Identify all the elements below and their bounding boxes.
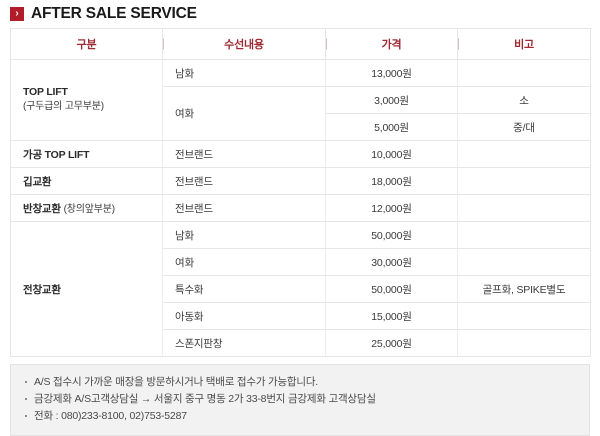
table-header-row: 구분 수선내용 가격 비고 xyxy=(10,28,591,60)
cell-category: TOP LIFT (구두급의 고무부분) xyxy=(10,59,163,141)
category-main: TOP LIFT xyxy=(23,86,68,99)
cell-note xyxy=(457,140,591,168)
table-row: 깁교환 전브랜드 18,000원 xyxy=(10,167,591,195)
cell-category: 가공 TOP LIFT xyxy=(10,140,163,168)
cell-note: 골프화, SPIKE별도 xyxy=(457,275,591,303)
cell-note xyxy=(457,221,591,249)
cell-price: 30,000원 xyxy=(325,248,458,276)
cell-note xyxy=(457,194,591,222)
cell-price: 18,000원 xyxy=(325,167,458,195)
cell-price: 50,000원 xyxy=(325,275,458,303)
cell-price: 25,000원 xyxy=(325,329,458,357)
cell-price: 3,000원 xyxy=(325,86,458,114)
table-row: 아동화 15,000원 xyxy=(11,302,591,330)
category-main: 반창교환 xyxy=(23,203,64,215)
cell-note xyxy=(457,59,591,87)
cell-work: 아동화 xyxy=(162,302,326,330)
cell-work: 전브랜드 xyxy=(162,194,326,222)
notes-panel: A/S 접수시 가까운 매장을 방문하시거나 택배로 접수가 가능합니다. 금강… xyxy=(10,364,590,436)
cell-category: 전창교환 xyxy=(10,221,163,357)
table-body: TOP LIFT (구두급의 고무부분) 남화 13,000원 여화 3,000원 소 5,0… xyxy=(10,59,591,357)
cell-price: 15,000원 xyxy=(325,302,458,330)
column-header-price: 가격 xyxy=(325,28,458,60)
cell-price: 50,000원 xyxy=(325,221,458,249)
table-row: TOP LIFT (구두급의 고무부분) 남화 13,000원 xyxy=(10,59,591,141)
service-price-table: 구분 수선내용 가격 비고 TOP LIFT (구두급의 고무부분) 남화 13,00… xyxy=(10,28,591,357)
column-header-note: 비고 xyxy=(457,28,591,60)
page-title-bar: › AFTER SALE SERVICE xyxy=(10,0,590,28)
note-item: 전화 : 080)233-8100, 02)753-5287 xyxy=(25,408,575,425)
category-sub: (구두급의 고무부분) xyxy=(23,101,104,113)
column-header-work: 수선내용 xyxy=(162,28,326,60)
note-item: A/S 접수시 가까운 매장을 방문하시거나 택배로 접수가 가능합니다. xyxy=(25,374,575,391)
after-sale-service-page: › AFTER SALE SERVICE 구분 수선내용 가격 비고 TOP L… xyxy=(0,0,600,407)
table-row: 가공 TOP LIFT 전브랜드 10,000원 xyxy=(10,140,591,168)
cell-price: 5,000원 xyxy=(325,113,458,141)
table-row: 특수화 50,000원 골프화, SPIKE별도 xyxy=(11,275,591,303)
column-header-category: 구분 xyxy=(10,28,163,60)
category-sub: (창의앞부분) xyxy=(63,204,115,215)
cell-work: 남화 xyxy=(162,221,326,249)
cell-work: 특수화 xyxy=(162,275,326,303)
cell-work: 전브랜드 xyxy=(162,167,326,195)
cell-note xyxy=(457,302,591,330)
cell-category: 반창교환 (창의앞부분) xyxy=(10,194,163,222)
cell-note xyxy=(457,248,591,276)
cell-note: 중/대 xyxy=(457,113,591,141)
cell-price: 10,000원 xyxy=(325,140,458,168)
table-header: 구분 수선내용 가격 비고 xyxy=(10,28,591,60)
cell-work: 스폰지판창 xyxy=(162,329,326,357)
cell-work: 여화 xyxy=(162,248,326,276)
page-title: AFTER SALE SERVICE xyxy=(31,5,197,22)
table-row: 여화 30,000원 xyxy=(11,248,591,276)
cell-category: 깁교환 xyxy=(10,167,163,195)
cell-work: 전브랜드 xyxy=(162,140,326,168)
cell-work: 남화 xyxy=(162,59,326,87)
table-row: 스폰지판창 25,000원 xyxy=(11,329,591,357)
cell-note xyxy=(457,329,591,357)
cell-note: 소 xyxy=(457,86,591,114)
table-row: 여화 3,000원 소 xyxy=(11,86,591,141)
table-row: 전창교환 남화 50,000원 xyxy=(10,221,591,357)
cell-note xyxy=(457,167,591,195)
chevron-right-icon: › xyxy=(10,7,24,21)
note-item: 금강제화 A/S고객상담실 → 서울지 중구 명동 2가 33-8번지 금강제화… xyxy=(25,391,575,408)
cell-price: 12,000원 xyxy=(325,194,458,222)
cell-price: 13,000원 xyxy=(325,59,458,87)
table-row: 반창교환 (창의앞부분) 전브랜드 12,000원 xyxy=(10,194,591,222)
cell-work: 여화 xyxy=(162,86,326,141)
